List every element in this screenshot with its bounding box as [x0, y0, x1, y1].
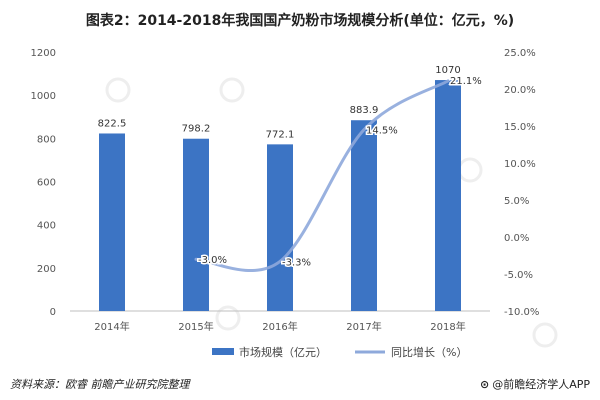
brand-icon: ⊙ — [479, 378, 490, 391]
watermark-icon — [215, 305, 241, 331]
credit-note: ⊙ @前瞻经济学人APP — [480, 376, 590, 392]
line-value-label: -3.3% — [282, 257, 311, 268]
y-right-tick-label: 20.0% — [504, 85, 536, 96]
data-labels: 822.5 798.2 772.1 883.9 1070 -3.0% -3.3% 14.5% 2… — [98, 65, 484, 270]
line-value-label: 21.1% — [450, 76, 482, 87]
line-value-label: 14.5% — [366, 126, 398, 137]
bar — [351, 120, 377, 311]
watermark-icon — [219, 77, 245, 103]
chart-axes: 0 200 400 600 800 1000 1200 -10.0% -5.0% 0.0% 5.0%… — [31, 48, 540, 333]
line-point — [363, 129, 365, 131]
bar-value-label: 822.5 — [98, 118, 127, 129]
bar — [183, 138, 209, 311]
y-right-tick-label: -5.0% — [504, 270, 533, 281]
line-point — [195, 258, 197, 260]
bar — [435, 80, 461, 311]
x-tick-label: 2016年 — [262, 320, 297, 333]
legend-bar-swatch — [212, 348, 234, 355]
y-left-tick-label: 400 — [37, 221, 56, 232]
watermark-icon — [457, 157, 483, 183]
watermark-icon — [532, 322, 558, 348]
bar-value-label: 798.2 — [182, 124, 211, 135]
y-left-tick-label: 1200 — [31, 48, 56, 59]
y-right-tick-label: 15.0% — [504, 122, 536, 133]
chart-legend: 市场规模（亿元） 同比增长（%） — [212, 345, 467, 359]
y-left-tick-label: 800 — [37, 134, 56, 145]
y-left-tick-label: 600 — [37, 178, 56, 189]
credit-text: @前瞻经济学人APP — [492, 378, 590, 391]
bar-series — [99, 80, 461, 311]
x-tick-label: 2015年 — [178, 320, 213, 333]
y-right-tick-label: 10.0% — [504, 159, 536, 170]
x-tick-label: 2018年 — [430, 320, 465, 333]
y-right-tick-label: 25.0% — [504, 48, 536, 59]
watermark-layer — [105, 77, 558, 348]
bar — [267, 144, 293, 311]
growth-line — [194, 79, 450, 273]
watermark-icon — [105, 77, 131, 103]
y-right-tick-label: 5.0% — [504, 196, 529, 207]
chart-title: 图表2：2014-2018年我国国产奶粉市场规模分析(单位：亿元，%) — [85, 13, 515, 29]
line-series — [194, 79, 450, 273]
bar — [99, 133, 125, 311]
x-tick-label: 2017年 — [346, 320, 381, 333]
line-point — [279, 260, 281, 262]
source-note: 资料来源：欧睿 前瞻产业研究院整理 — [10, 378, 190, 391]
legend-line-label: 同比增长（%） — [391, 345, 467, 359]
bar-value-label: 883.9 — [350, 105, 379, 116]
y-left-tick-label: 200 — [37, 264, 56, 275]
y-left-tick-label: 0 — [50, 307, 56, 318]
line-point — [447, 80, 449, 82]
y-right-tick-label: 0.0% — [504, 233, 529, 244]
y-left-tick-label: 1000 — [31, 91, 56, 102]
x-tick-label: 2014年 — [94, 320, 129, 333]
y-right-tick-label: -10.0% — [504, 307, 539, 318]
bar-value-label: 772.1 — [266, 129, 295, 140]
bar-value-label: 1070 — [435, 65, 460, 76]
line-value-label: -3.0% — [198, 255, 227, 266]
legend-bar-label: 市场规模（亿元） — [239, 345, 327, 359]
